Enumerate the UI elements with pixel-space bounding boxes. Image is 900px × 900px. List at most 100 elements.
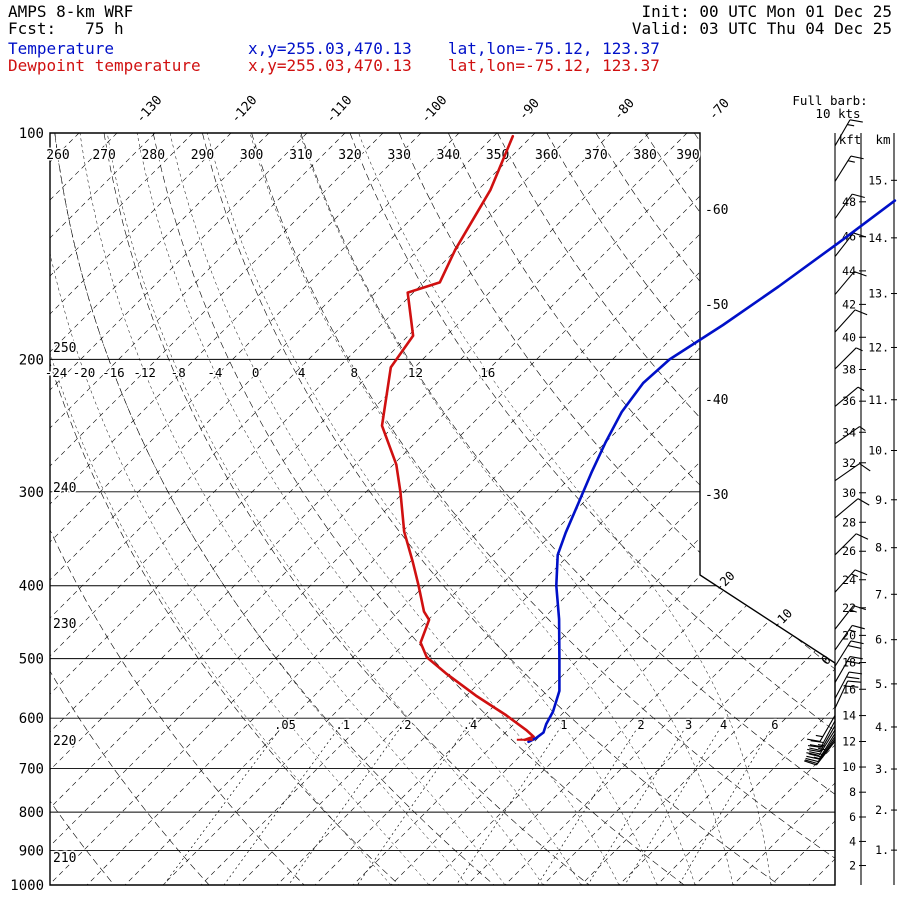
svg-text:.4: .4	[463, 718, 477, 732]
wind-barb	[834, 640, 864, 667]
svg-text:38: 38	[842, 363, 856, 377]
svg-text:3.: 3.	[875, 762, 889, 776]
wind-barb	[807, 725, 836, 753]
mixing-ratio-lines	[163, 718, 778, 885]
wind-barb	[834, 569, 868, 593]
wind-barb	[807, 715, 836, 742]
svg-text:700: 700	[19, 762, 44, 778]
wind-barb	[834, 119, 863, 147]
svg-text:2.: 2.	[875, 803, 889, 817]
svg-text:230: 230	[53, 617, 76, 632]
pressure-gridlines	[50, 132, 835, 886]
svg-text:26: 26	[842, 544, 856, 558]
svg-text:-4: -4	[207, 365, 222, 380]
model-title: AMPS 8-km WRF	[8, 2, 134, 21]
temperature-curve	[527, 199, 897, 744]
wind-barb	[834, 605, 867, 630]
svg-text:6: 6	[849, 810, 856, 824]
wind-barb	[834, 271, 867, 295]
svg-text:8: 8	[350, 365, 358, 380]
svg-text:800: 800	[19, 805, 44, 821]
svg-text:4: 4	[849, 834, 856, 848]
svg-text:200: 200	[19, 352, 44, 368]
svg-text:16: 16	[480, 365, 495, 380]
svg-text:-16: -16	[102, 365, 125, 380]
svg-text:42: 42	[842, 297, 856, 311]
svg-text:2: 2	[849, 859, 856, 873]
svg-text:11.: 11.	[868, 393, 889, 407]
svg-text:240: 240	[53, 481, 76, 496]
svg-text:250: 250	[53, 341, 76, 356]
svg-text:30: 30	[842, 486, 856, 500]
svg-text:10: 10	[842, 760, 856, 774]
svg-text:.1: .1	[336, 718, 350, 732]
svg-text:220: 220	[53, 734, 76, 749]
wind-barbs: Full barb:10 kts	[792, 93, 871, 885]
svg-text:400: 400	[19, 579, 44, 595]
svg-text:12: 12	[408, 365, 423, 380]
svg-text:-100: -100	[418, 93, 450, 126]
wind-barb	[834, 624, 865, 651]
svg-text:360: 360	[535, 148, 558, 163]
svg-text:44: 44	[842, 264, 856, 278]
svg-text:280: 280	[142, 148, 165, 163]
svg-text:10.: 10.	[868, 443, 889, 457]
wind-barb	[834, 155, 864, 182]
svg-text:36: 36	[842, 394, 856, 408]
temperature-latlon: lat,lon=-75.12, 123.37	[448, 39, 660, 58]
svg-text:-24: -24	[45, 365, 68, 380]
svg-text:-30: -30	[705, 488, 728, 503]
valid-time: Valid: 03 UTC Thu 04 Dec 25	[631, 19, 892, 38]
wind-barb	[834, 386, 865, 407]
svg-text:290: 290	[191, 148, 214, 163]
wind-barb	[834, 680, 861, 709]
svg-text:.05: .05	[274, 718, 296, 732]
init-time: Init: 00 UTC Mon 01 Dec 25	[641, 2, 892, 21]
svg-text:1000: 1000	[10, 878, 44, 894]
svg-text:210: 210	[53, 851, 76, 866]
svg-text:340: 340	[437, 148, 460, 163]
background-grid	[50, 133, 835, 885]
wind-barb	[834, 232, 867, 257]
svg-text:-80: -80	[611, 96, 638, 123]
svg-text:310: 310	[289, 148, 312, 163]
svg-text:-40: -40	[705, 393, 728, 408]
svg-text:13.: 13.	[868, 287, 889, 301]
svg-text:-130: -130	[133, 93, 165, 126]
temperature-xy: x,y=255.03,470.13	[248, 39, 412, 58]
svg-text:22: 22	[842, 601, 856, 615]
svg-text:3: 3	[685, 718, 692, 732]
svg-text:9.: 9.	[875, 493, 889, 507]
svg-text:.2: .2	[397, 718, 411, 732]
svg-text:-60: -60	[705, 203, 728, 218]
svg-text:100: 100	[19, 126, 44, 142]
wind-barb	[834, 193, 865, 220]
svg-text:12.: 12.	[868, 340, 889, 354]
wind-barb	[834, 671, 863, 699]
wind-barb	[806, 729, 836, 756]
svg-text:7.: 7.	[875, 587, 889, 601]
svg-text:4.: 4.	[875, 720, 889, 734]
kft-axis: kft2468101214161820222426283032343638404…	[839, 132, 866, 885]
svg-text:-20: -20	[73, 365, 96, 380]
svg-text:320: 320	[338, 148, 361, 163]
wind-barb	[834, 309, 868, 333]
svg-text:15.: 15.	[868, 173, 889, 187]
svg-text:-110: -110	[323, 93, 355, 126]
svg-text:0: 0	[252, 365, 260, 380]
svg-text:24: 24	[842, 573, 856, 587]
svg-text:8.: 8.	[875, 541, 889, 555]
svg-text:km: km	[875, 132, 890, 147]
svg-text:-20: -20	[711, 568, 738, 595]
svg-text:18: 18	[842, 656, 856, 670]
svg-text:300: 300	[240, 148, 263, 163]
dewpoint-xy: x,y=255.03,470.13	[248, 56, 412, 75]
svg-text:8: 8	[849, 785, 856, 799]
svg-text:2: 2	[637, 718, 644, 732]
svg-text:500: 500	[19, 652, 44, 668]
svg-text:-8: -8	[171, 365, 186, 380]
wind-barb	[834, 463, 871, 482]
svg-text:12: 12	[842, 734, 856, 748]
